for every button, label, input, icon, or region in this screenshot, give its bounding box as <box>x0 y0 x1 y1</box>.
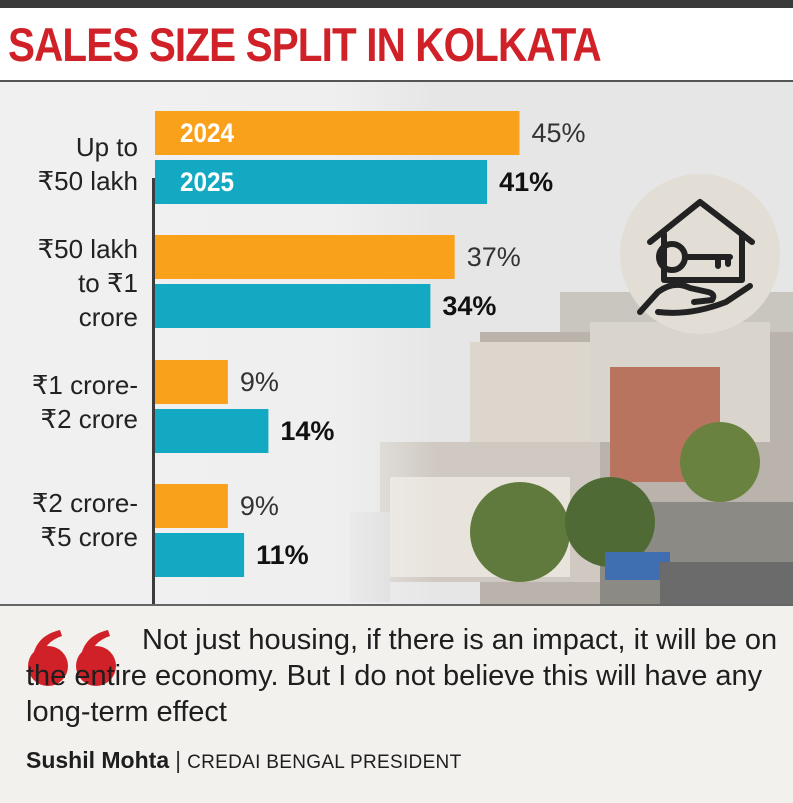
attribution: Sushil Mohta | CREDAI BENGAL PRESIDENT <box>26 747 461 774</box>
speaker-role: CREDAI BENGAL PRESIDENT <box>187 752 462 773</box>
bar-2024-1 <box>155 235 455 279</box>
bar-2025-0 <box>155 160 488 204</box>
bar-2024-0 <box>155 111 520 155</box>
category-label: ₹50 lakh to ₹1 crore <box>37 234 138 332</box>
speaker-name: Sushil Mohta <box>26 747 170 773</box>
bar-2025-2 <box>155 409 269 453</box>
value-label-2025-3: 11% <box>256 540 309 570</box>
bar-plot <box>155 111 520 577</box>
y-axis-line <box>152 178 155 604</box>
chart-title: SALES SIZE SPLIT IN KOLKATA <box>8 18 602 71</box>
value-label-2025-1: 34% <box>442 291 497 321</box>
value-label-2025-0: 41% <box>499 167 554 197</box>
quote-mark-icon <box>28 630 116 686</box>
legend-2024: 2024 <box>180 118 235 148</box>
value-label-2024-3: 9% <box>239 491 279 521</box>
value-label-2024-1: 37% <box>466 242 521 272</box>
legend-2025: 2025 <box>180 167 235 197</box>
bar-2025-3 <box>155 533 245 577</box>
bar-2024-2 <box>155 360 228 404</box>
chart-area: Up to ₹50 lakh ₹50 lakh to ₹1 crore ₹1 c… <box>0 80 793 604</box>
value-label-2025-2: 14% <box>280 416 335 446</box>
quote-section <box>0 604 793 803</box>
category-label: ₹1 crore- ₹2 crore <box>31 370 138 434</box>
top-bar <box>0 0 793 8</box>
house-key-hand-icon <box>637 199 755 316</box>
quote-text: Not just housing, if there is an impact,… <box>26 624 778 728</box>
category-label: Up to ₹50 lakh <box>37 132 138 196</box>
bar-2025-1 <box>155 284 431 328</box>
bar-2024-3 <box>155 484 228 528</box>
category-label: ₹2 crore- ₹5 crore <box>31 488 138 552</box>
value-label-2024-2: 9% <box>239 367 279 397</box>
value-label-2024-0: 45% <box>531 118 586 148</box>
attribution-separator: | <box>175 747 182 773</box>
